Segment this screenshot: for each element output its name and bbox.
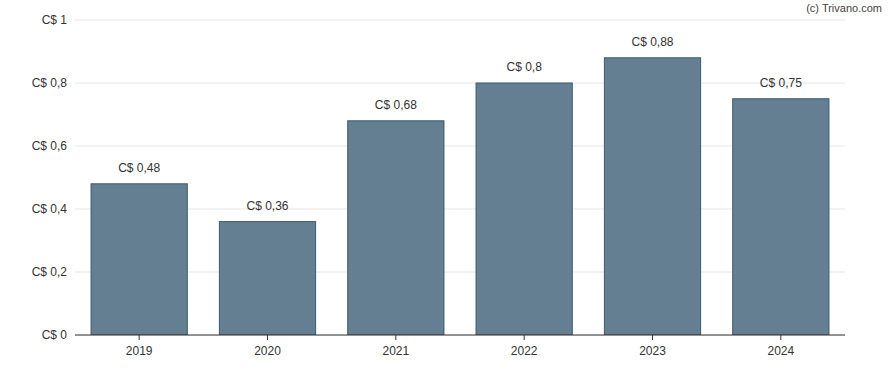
x-tick-label: 2022 (511, 344, 538, 358)
x-tick-label: 2020 (254, 344, 281, 358)
y-tick-label: C$ 1 (42, 13, 68, 27)
x-tick (395, 335, 396, 340)
bar (733, 99, 829, 335)
x-tick (267, 335, 268, 340)
data-label: C$ 0,8 (506, 60, 542, 74)
bar (476, 83, 572, 335)
grid-line (75, 209, 845, 210)
grid-line (75, 20, 845, 21)
annotation: (c) Trivano.com (806, 2, 882, 14)
grid-line (75, 83, 845, 84)
x-tick-label: 2023 (639, 344, 666, 358)
x-tick (524, 335, 525, 340)
x-tick (139, 335, 140, 340)
bars (91, 58, 829, 335)
data-label: C$ 0,68 (375, 98, 417, 112)
y-tick-label: C$ 0 (42, 328, 68, 342)
data-label: C$ 0,88 (631, 35, 673, 49)
x-axis (75, 335, 845, 336)
data-label: C$ 0,48 (118, 161, 160, 175)
x-tick-label: 2021 (382, 344, 409, 358)
x-tick-label: 2024 (767, 344, 794, 358)
y-tick-label: C$ 0,6 (32, 139, 68, 153)
y-tick-label: C$ 0,4 (32, 202, 68, 216)
x-tick (652, 335, 653, 340)
data-label: C$ 0,75 (760, 76, 802, 90)
bar (604, 58, 700, 335)
grid-line (75, 146, 845, 147)
y-tick-label: C$ 0,8 (32, 76, 68, 90)
y-tick-label: C$ 0,2 (32, 265, 68, 279)
chart: C$ 0 C$ 0,2 C$ 0,4 C$ 0,6 C$ 0,8 C$ 1 C$ 0,48 C… (0, 0, 888, 370)
grid-line (75, 335, 845, 336)
bar (91, 184, 187, 335)
grid-line (75, 272, 845, 273)
bar (219, 222, 315, 335)
x-tick (780, 335, 781, 340)
data-label: C$ 0,36 (246, 199, 288, 213)
bar (348, 121, 444, 335)
x-tick-label: 2019 (126, 344, 153, 358)
